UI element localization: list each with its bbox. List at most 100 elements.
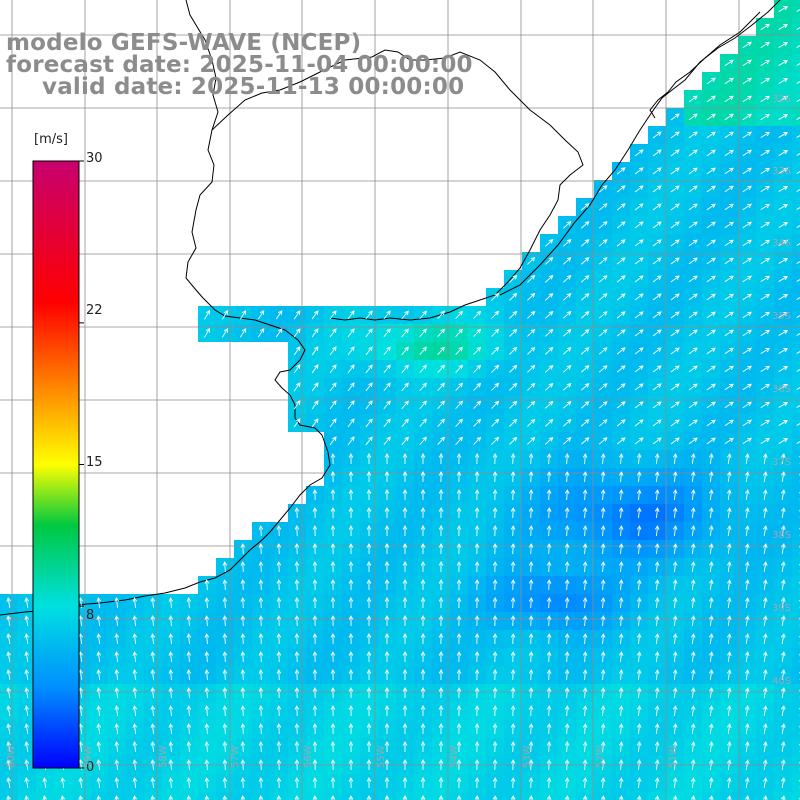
wind-arrow bbox=[186, 777, 192, 789]
wind-arrow bbox=[562, 257, 572, 265]
wind-arrow bbox=[564, 489, 570, 501]
wind-arrow bbox=[6, 687, 11, 699]
wind-arrow bbox=[384, 633, 390, 645]
wind-arrow bbox=[781, 615, 786, 627]
colorbar-tick-label: 0 bbox=[86, 760, 95, 775]
wind-arrow bbox=[312, 759, 318, 771]
wind-arrow bbox=[474, 543, 480, 555]
wind-arrow bbox=[168, 777, 174, 789]
wind-arrow bbox=[582, 795, 588, 800]
wind-arrow bbox=[796, 45, 800, 48]
wind-arrow bbox=[724, 59, 734, 67]
wind-arrow bbox=[690, 561, 696, 573]
wind-arrow bbox=[726, 723, 732, 735]
wind-arrow bbox=[564, 759, 570, 771]
wind-arrow bbox=[366, 561, 372, 573]
wind-arrow bbox=[474, 597, 480, 609]
wind-arrow bbox=[456, 615, 462, 627]
wind-arrow bbox=[402, 597, 408, 609]
wind-arrow bbox=[420, 687, 426, 699]
wind-arrow bbox=[796, 369, 800, 372]
wind-arrow bbox=[420, 579, 426, 591]
wind-arrow bbox=[528, 453, 534, 465]
wind-arrow bbox=[618, 471, 624, 483]
wind-arrow bbox=[742, 347, 753, 355]
wind-arrow bbox=[636, 741, 642, 753]
wind-arrow bbox=[598, 257, 608, 265]
wind-arrow bbox=[706, 113, 716, 121]
wind-arrow bbox=[778, 347, 789, 354]
wind-arrow bbox=[438, 471, 444, 483]
wind-arrow bbox=[796, 27, 800, 30]
wind-arrow bbox=[204, 651, 210, 663]
wind-arrow bbox=[670, 257, 680, 265]
wind-arrow bbox=[546, 705, 552, 717]
wind-arrow bbox=[186, 795, 192, 800]
wind-arrow bbox=[636, 687, 642, 699]
wind-arrow bbox=[634, 239, 644, 247]
wind-arrow bbox=[150, 651, 156, 663]
wind-arrow bbox=[492, 471, 498, 483]
wind-arrow bbox=[564, 579, 570, 591]
field-cell bbox=[792, 468, 800, 486]
wind-arrow bbox=[688, 185, 698, 193]
wind-arrow bbox=[347, 400, 355, 410]
wind-arrow bbox=[383, 346, 391, 356]
wind-arrow bbox=[6, 651, 11, 663]
wind-arrow bbox=[672, 705, 678, 717]
wind-arrow bbox=[294, 615, 300, 627]
wind-arrow bbox=[492, 723, 498, 735]
wind-arrow bbox=[744, 507, 750, 519]
wind-arrow bbox=[528, 507, 534, 519]
wind-arrow bbox=[582, 489, 588, 501]
wind-arrow bbox=[760, 401, 771, 409]
wind-arrow bbox=[796, 153, 800, 156]
wind-arrow bbox=[419, 310, 427, 320]
wind-arrow bbox=[690, 777, 696, 789]
wind-arrow bbox=[564, 507, 570, 519]
wind-arrow bbox=[781, 525, 786, 537]
wind-arrow bbox=[688, 167, 698, 175]
wind-arrow bbox=[510, 777, 516, 789]
wind-arrow bbox=[672, 615, 678, 627]
wind-arrow bbox=[492, 777, 498, 789]
wind-arrow bbox=[492, 705, 498, 717]
wind-arrow bbox=[96, 651, 102, 663]
wind-arrow bbox=[510, 543, 516, 555]
wind-arrow bbox=[760, 365, 771, 373]
field-cell bbox=[738, 792, 756, 800]
wind-arrow bbox=[383, 328, 391, 338]
wind-arrow bbox=[580, 311, 590, 319]
wind-arrow bbox=[419, 346, 427, 356]
wind-arrow bbox=[492, 489, 498, 501]
wind-arrow bbox=[762, 705, 768, 717]
wind-arrow bbox=[654, 507, 660, 519]
wind-arrow bbox=[706, 131, 716, 139]
wind-arrow bbox=[672, 507, 678, 519]
wind-arrow bbox=[365, 346, 373, 356]
wind-arrow bbox=[366, 759, 372, 771]
wind-arrow bbox=[24, 741, 30, 753]
field-cell bbox=[792, 450, 800, 468]
wind-arrow bbox=[618, 777, 624, 789]
wind-arrow bbox=[706, 257, 716, 265]
wind-arrow bbox=[742, 383, 753, 391]
wind-arrow bbox=[437, 400, 445, 410]
wind-arrow bbox=[564, 525, 570, 537]
wind-arrow bbox=[150, 777, 156, 789]
wind-arrow bbox=[510, 579, 516, 591]
wind-arrow bbox=[760, 257, 771, 265]
wind-arrow bbox=[652, 185, 662, 193]
wind-arrow bbox=[455, 346, 464, 355]
wind-arrow bbox=[276, 561, 282, 573]
wind-arrow bbox=[456, 561, 462, 573]
wind-arrow bbox=[132, 759, 138, 771]
wind-arrow bbox=[204, 309, 211, 320]
wind-arrow bbox=[706, 239, 716, 247]
wind-arrow bbox=[348, 489, 354, 501]
wind-arrow bbox=[598, 329, 608, 337]
field-cell bbox=[792, 342, 800, 360]
wind-arrow bbox=[438, 687, 444, 699]
wind-arrow bbox=[168, 741, 174, 753]
wind-arrow bbox=[384, 543, 390, 555]
